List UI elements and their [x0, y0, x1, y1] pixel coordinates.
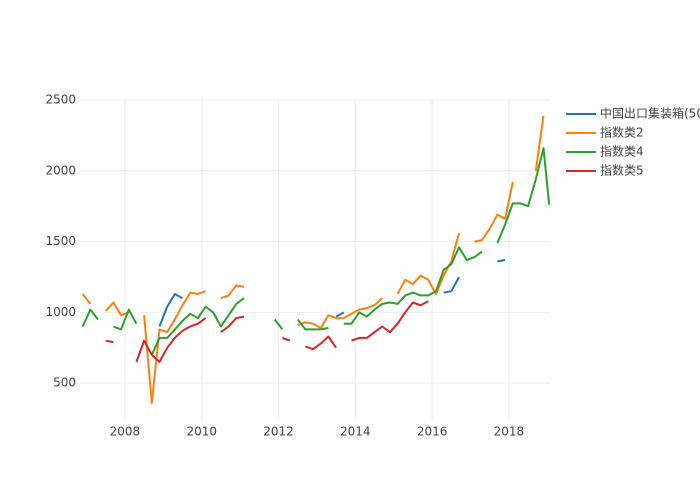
legend-label: 中国出口集装箱(50-1): [600, 106, 700, 121]
series-line: [158, 259, 506, 327]
x-tick-label: 2008: [110, 425, 141, 439]
legend-label: 指数类4: [600, 144, 644, 159]
legend-label: 指数类2: [600, 125, 644, 140]
x-tick-label: 2010: [186, 425, 217, 439]
y-tick-label: 500: [53, 376, 76, 390]
x-tick-label: 2016: [417, 425, 448, 439]
x-tick-label: 2018: [494, 425, 525, 439]
y-tick-label: 1500: [45, 234, 76, 248]
x-tick-label: 2012: [263, 425, 294, 439]
y-tick-label: 1000: [45, 305, 76, 319]
series-line: [105, 300, 429, 363]
series-line: [81, 115, 545, 404]
y-tick-label: 2000: [45, 163, 76, 177]
y-tick-label: 2500: [45, 93, 76, 107]
legend-label: 指数类5: [600, 163, 644, 178]
series-line: [81, 147, 551, 356]
x-tick-label: 2014: [340, 425, 371, 439]
